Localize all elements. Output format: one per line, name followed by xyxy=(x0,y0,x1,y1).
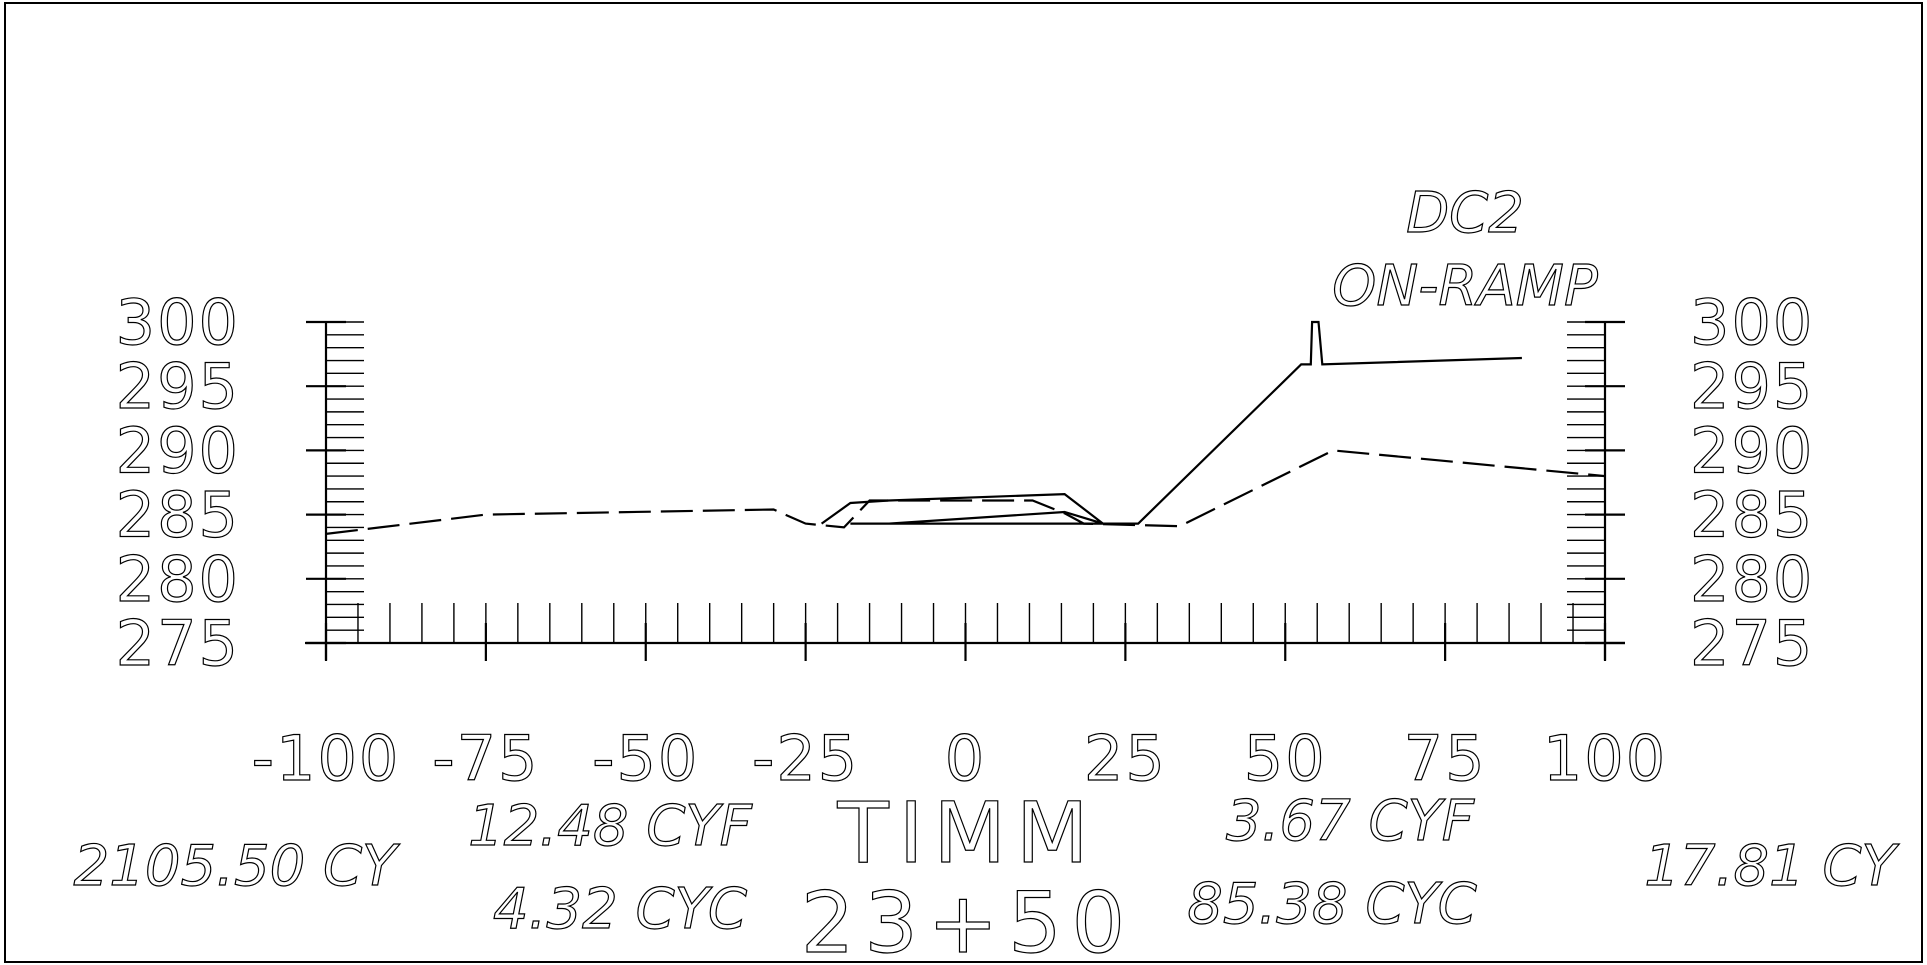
label-on-ramp: ON-RAMP xyxy=(1332,254,1598,319)
y-tick-label-left: 300 xyxy=(116,286,240,359)
proposed-grade-line xyxy=(820,320,1522,525)
cut-right: 85.38 CYC xyxy=(1187,872,1477,937)
y-tick-label-right: 280 xyxy=(1690,543,1814,616)
x-tick-label: 50 xyxy=(1244,722,1327,795)
fill-right: 3.67 CYF xyxy=(1226,789,1475,854)
x-tick-label: -25 xyxy=(752,722,859,795)
x-tick-label: -50 xyxy=(592,722,699,795)
station-number: 23+50 xyxy=(801,874,1135,965)
minor-ticks xyxy=(325,321,1606,644)
y-tick-label-left: 295 xyxy=(116,350,240,423)
y-tick-label-right: 300 xyxy=(1690,286,1814,359)
x-tick-label: 100 xyxy=(1543,722,1667,795)
y-tick-label-left: 290 xyxy=(116,414,240,487)
x-tick-label: -100 xyxy=(252,722,401,795)
profile-lines xyxy=(325,320,1606,535)
x-tick-label: 75 xyxy=(1404,722,1487,795)
major-ticks xyxy=(306,320,1625,661)
existing-ground-line xyxy=(325,449,1606,535)
right-volume: 17.81 CY xyxy=(1644,834,1899,899)
x-tick-label: -75 xyxy=(432,722,539,795)
drawing-title: TIMM xyxy=(836,784,1098,882)
y-tick-label-left: 275 xyxy=(116,607,240,680)
y-tick-label-right: 285 xyxy=(1690,479,1814,552)
x-tick-labels: -100 -75 -50 -25 0 25 50 75 100 xyxy=(251,721,1667,795)
axes xyxy=(305,320,1625,661)
fill-left: 12.48 CYF xyxy=(468,794,752,859)
sheet-border xyxy=(4,2,1923,963)
x-tick-label: 0 xyxy=(945,722,986,795)
y-tick-label-right: 295 xyxy=(1690,350,1814,423)
label-dc2: DC2 xyxy=(1406,181,1524,246)
cut-left: 4.32 CYC xyxy=(493,877,747,942)
y-tick-label-right: 290 xyxy=(1690,414,1814,487)
x-tick-label: 25 xyxy=(1084,722,1167,795)
left-volume: 2105.50 CY xyxy=(74,834,400,899)
y-tick-label-left: 285 xyxy=(116,479,240,552)
y-tick-label-right: 275 xyxy=(1690,607,1814,680)
y-tick-label-left: 280 xyxy=(116,543,240,616)
